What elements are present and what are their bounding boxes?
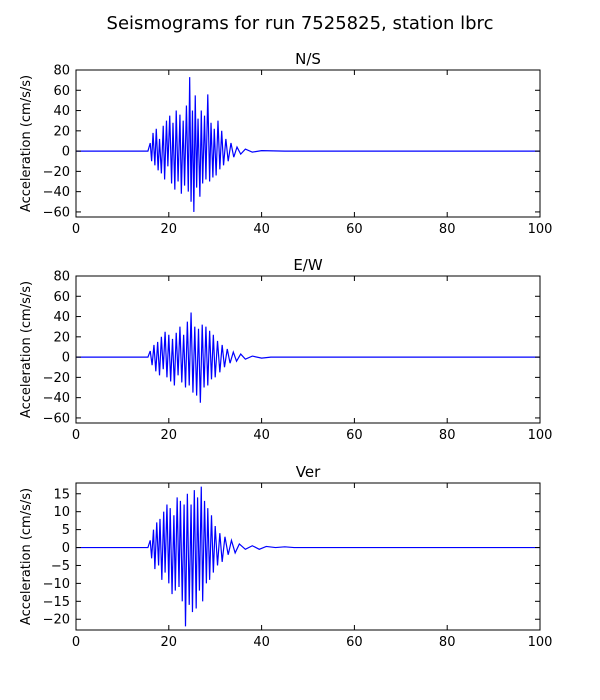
x-tick-label: 100 bbox=[528, 222, 553, 237]
y-tick-label: −5 bbox=[51, 559, 70, 574]
y-tick-label: 15 bbox=[53, 487, 70, 502]
y-tick-label: 40 bbox=[53, 104, 70, 119]
y-tick-label: 0 bbox=[62, 145, 70, 160]
y-tick-label: 80 bbox=[53, 270, 70, 285]
y-tick-label: 0 bbox=[62, 351, 70, 366]
x-tick-label: 40 bbox=[253, 222, 270, 237]
y-tick-label: −60 bbox=[43, 205, 70, 220]
seismogram-trace bbox=[76, 312, 540, 403]
y-axis-label: Acceleration (cm/s/s) bbox=[19, 281, 34, 418]
x-tick-label: 40 bbox=[253, 635, 270, 650]
panel-0: N/S 0 20 40 60 80 100 −60 −40 −20 0 20 40 60 80 Acceler… bbox=[19, 50, 552, 237]
seismogram-trace bbox=[76, 77, 540, 212]
y-tick-label: 20 bbox=[53, 330, 70, 345]
y-tick-label: −10 bbox=[43, 577, 70, 592]
y-tick-label: 40 bbox=[53, 310, 70, 325]
y-tick-label: 0 bbox=[62, 541, 70, 556]
y-tick-label: 5 bbox=[62, 523, 70, 538]
x-tick-label: 80 bbox=[439, 222, 456, 237]
y-tick-label: 60 bbox=[53, 290, 70, 305]
y-tick-label: −20 bbox=[43, 613, 70, 628]
panel-1: E/W 0 20 40 60 80 100 −60 −40 −20 0 20 40 60 80 Acceler… bbox=[19, 256, 552, 443]
x-tick-label: 0 bbox=[72, 428, 80, 443]
y-tick-label: −60 bbox=[43, 411, 70, 426]
x-tick-label: 40 bbox=[253, 428, 270, 443]
y-tick-label: −15 bbox=[43, 595, 70, 610]
panel-title: N/S bbox=[295, 50, 321, 68]
x-tick-label: 80 bbox=[439, 428, 456, 443]
y-tick-label: −40 bbox=[43, 391, 70, 406]
y-tick-label: 20 bbox=[53, 124, 70, 139]
seismogram-trace bbox=[76, 486, 540, 627]
x-tick-label: 100 bbox=[528, 635, 553, 650]
panel-title: E/W bbox=[293, 256, 323, 274]
axes-frame bbox=[75, 482, 541, 631]
x-tick-label: 60 bbox=[346, 222, 363, 237]
x-tick-label: 20 bbox=[161, 222, 178, 237]
y-tick-label: 80 bbox=[53, 64, 70, 79]
x-tick-label: 60 bbox=[346, 635, 363, 650]
y-tick-label: −20 bbox=[43, 165, 70, 180]
x-tick-label: 0 bbox=[72, 635, 80, 650]
y-axis-label: Acceleration (cm/s/s) bbox=[19, 75, 34, 212]
x-tick-label: 100 bbox=[528, 428, 553, 443]
axes-frame bbox=[75, 275, 541, 424]
y-tick-label: 10 bbox=[53, 505, 70, 520]
y-tick-label: −40 bbox=[43, 185, 70, 200]
panel-2: Ver 0 20 40 60 80 100 −20 −15 −10 −5 0 5 10 15 Accelera… bbox=[19, 463, 552, 650]
y-axis-label: Acceleration (cm/s/s) bbox=[19, 488, 34, 625]
y-tick-label: −20 bbox=[43, 371, 70, 386]
panel-title: Ver bbox=[296, 463, 321, 481]
y-tick-label: 60 bbox=[53, 84, 70, 99]
figure-title: Seismograms for run 7525825, station lbr… bbox=[107, 13, 494, 34]
x-tick-label: 60 bbox=[346, 428, 363, 443]
x-tick-label: 0 bbox=[72, 222, 80, 237]
x-tick-label: 20 bbox=[161, 635, 178, 650]
x-tick-label: 80 bbox=[439, 635, 456, 650]
x-tick-label: 20 bbox=[161, 428, 178, 443]
axes-frame bbox=[75, 69, 541, 218]
